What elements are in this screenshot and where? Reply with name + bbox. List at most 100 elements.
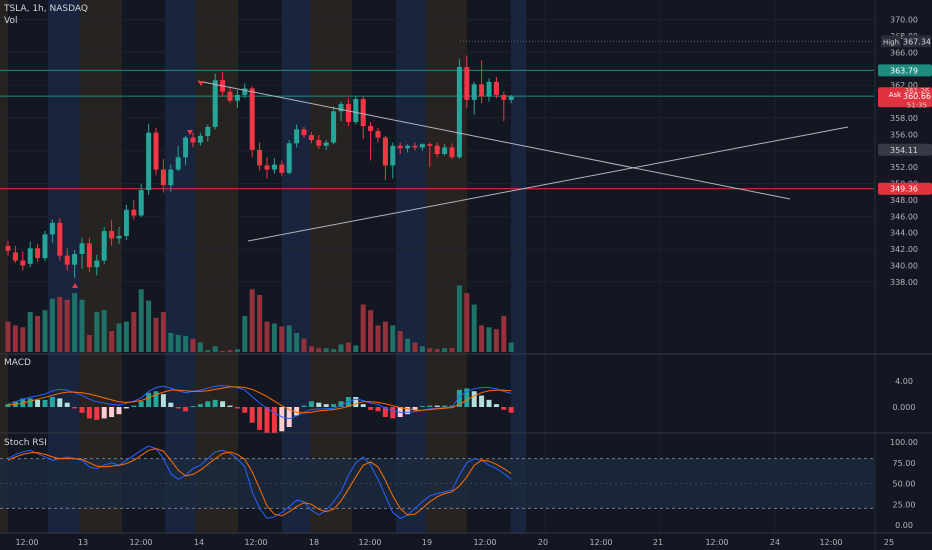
volume-bar [49, 298, 55, 352]
session-band [511, 0, 526, 533]
candle-body [131, 209, 137, 216]
volume-bar [212, 346, 218, 352]
macd-histogram-bar [279, 407, 285, 432]
descending-trendline [197, 80, 791, 200]
macd-histogram-bar [168, 402, 174, 407]
macd-histogram-bar [42, 399, 48, 407]
price-tick-label: 362.00 [890, 81, 918, 90]
candle-body [323, 142, 329, 146]
volume-bar [390, 325, 396, 352]
candle-body [94, 260, 100, 268]
candle-body [153, 132, 159, 170]
mid-level-badge-bg [878, 143, 932, 156]
macd-histogram-bar [101, 407, 107, 419]
volume-bar [101, 310, 107, 352]
session-band [195, 0, 238, 533]
candle-body [27, 248, 33, 264]
volume-bar [160, 312, 166, 352]
macd-histogram-bar [419, 406, 425, 407]
volume-legend[interactable]: Vol [4, 16, 18, 26]
candle-body [205, 126, 211, 136]
volume-bar [220, 351, 226, 352]
macd-histogram-bar [508, 407, 514, 413]
macd-histogram-bar [94, 407, 100, 420]
macd-histogram-bar [212, 399, 218, 407]
time-tick-label: 12:00 [15, 538, 38, 547]
price-tick-label: 370.00 [890, 16, 918, 25]
ascending-trendline [247, 126, 849, 242]
time-tick-label: 19 [422, 538, 432, 547]
volume-bar [183, 335, 189, 352]
stoch-tick-label: 25.00 [893, 500, 916, 509]
macd-histogram-bar [456, 389, 462, 407]
candle-body [479, 84, 485, 97]
macd-histogram-bar [49, 396, 55, 407]
macd-histogram-bar [301, 405, 307, 407]
macd-histogram-bar [227, 405, 233, 407]
candle-body [501, 94, 507, 100]
time-axis: 12:00 13 12:00 14 12:00 18 12:00 19 12:00 20 12:00… [15, 538, 894, 547]
volume-bar [168, 333, 174, 352]
price-tick-label: 348.00 [890, 196, 918, 205]
volume-bar [94, 312, 100, 352]
candle-body [464, 67, 470, 100]
candle-body [442, 147, 448, 154]
candle-body [486, 81, 492, 97]
session-band [282, 0, 310, 533]
volume-bar [382, 321, 388, 352]
stoch-tick-label: 75.00 [893, 459, 916, 468]
candle-body [64, 255, 70, 265]
candle-body [49, 222, 55, 235]
signal-line [7, 386, 512, 414]
macd-histogram-bar [316, 402, 322, 407]
stoch-d-line [7, 448, 512, 517]
macd-histogram-bar [271, 407, 277, 433]
macd-histogram-bar [493, 404, 499, 407]
volume-bar [109, 331, 115, 352]
candle-body [412, 145, 418, 148]
ask-tag-text: Ask [889, 91, 902, 99]
candle-body [249, 88, 255, 150]
volume-bar [479, 325, 485, 352]
volume-bars [5, 285, 514, 352]
stoch-rsi-legend[interactable]: Stoch RSI [4, 438, 47, 448]
volume-bar [316, 348, 322, 352]
volume-bar [486, 327, 492, 352]
volume-bar [405, 338, 411, 352]
symbol-title[interactable]: TSLA, 1h, NASDAQ [4, 4, 88, 15]
candle-body [390, 145, 396, 166]
candlesticks [5, 55, 514, 278]
volume-bar [242, 315, 248, 352]
candle-body [57, 222, 63, 256]
candle-body [456, 67, 462, 158]
volume-bar [12, 325, 18, 352]
macd-histogram-bar [479, 395, 485, 407]
volume-bar [442, 348, 448, 352]
time-tick-label: 12:00 [358, 538, 381, 547]
volume-bar [72, 293, 78, 352]
volume-bar [205, 350, 211, 352]
countdown-label: 51:35 [907, 102, 927, 110]
candle-body [286, 143, 292, 173]
support-badge: 349.36 [890, 185, 918, 194]
macd-legend[interactable]: MACD [4, 358, 31, 368]
candle-body [190, 137, 196, 143]
resistance-badge-bg [878, 64, 932, 77]
time-tick-label: 12:00 [589, 538, 612, 547]
stoch-tick-label: 0.00 [895, 521, 913, 530]
price-tick-label: 366.00 [890, 48, 918, 57]
macd-histogram-bar [138, 401, 144, 407]
time-tick-label: 12:00 [129, 538, 152, 547]
volume-bar [493, 329, 499, 352]
volume-bar [190, 338, 196, 352]
time-tick-label: 12:00 [473, 538, 496, 547]
volume-bar [419, 346, 425, 352]
candle-body [79, 243, 85, 255]
volume-bar [501, 315, 507, 352]
time-tick-label: 20 [538, 538, 548, 547]
macd-histogram-bar [27, 398, 33, 407]
candle-body [353, 99, 359, 122]
stoch-k-line [7, 445, 512, 519]
session-band [80, 0, 122, 533]
volume-bar [35, 315, 41, 352]
